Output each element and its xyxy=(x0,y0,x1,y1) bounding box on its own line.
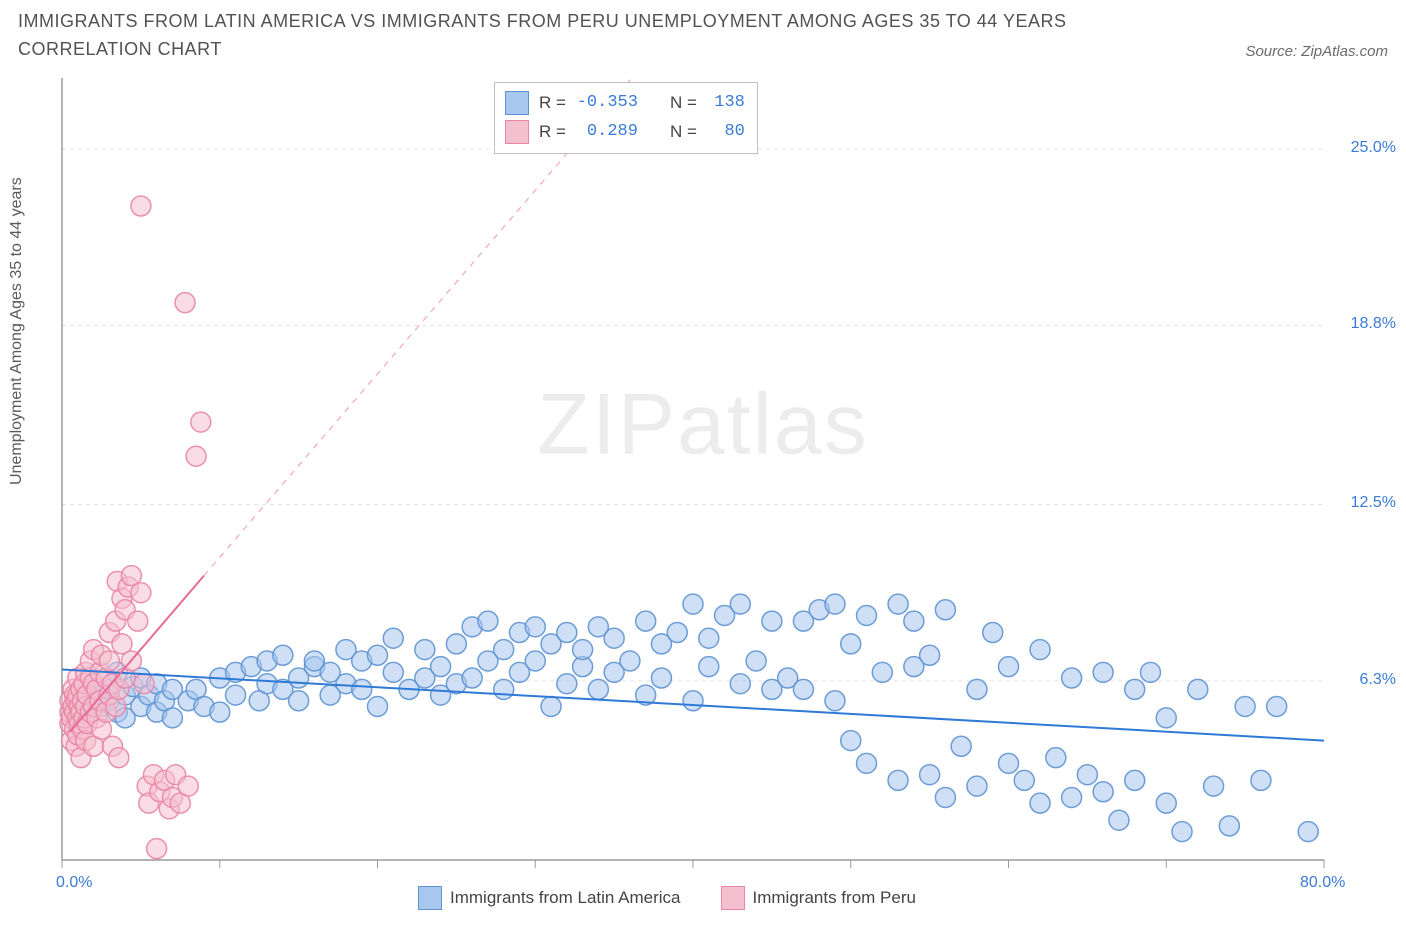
chart-area: Unemployment Among Ages 35 to 44 years Z… xyxy=(0,64,1406,924)
legend-item: Immigrants from Latin America xyxy=(418,886,681,910)
series-swatch xyxy=(505,120,529,144)
x-tick-label: 80.0% xyxy=(1300,874,1345,892)
series-legend: Immigrants from Latin America Immigrants … xyxy=(418,886,916,910)
stats-legend-box: R =-0.353N =138R =0.289N =80 xyxy=(494,82,758,154)
y-tick-label: 18.8% xyxy=(1336,315,1396,333)
series-swatch xyxy=(505,91,529,115)
y-tick-label: 6.3% xyxy=(1336,671,1396,689)
source-label: Source: ZipAtlas.com xyxy=(1245,43,1388,64)
y-tick-label: 12.5% xyxy=(1336,494,1396,512)
stats-row: R =-0.353N =138 xyxy=(505,89,745,118)
series-swatch xyxy=(721,886,745,910)
x-tick-label: 0.0% xyxy=(56,874,92,892)
stats-row: R =0.289N =80 xyxy=(505,118,745,147)
series-swatch xyxy=(418,886,442,910)
y-axis-title: Unemployment Among Ages 35 to 44 years xyxy=(8,177,26,485)
chart-title: IMMIGRANTS FROM LATIN AMERICA VS IMMIGRA… xyxy=(18,8,1118,64)
legend-label: Immigrants from Latin America xyxy=(450,888,681,908)
legend-label: Immigrants from Peru xyxy=(753,888,916,908)
legend-item: Immigrants from Peru xyxy=(721,886,916,910)
header-row: IMMIGRANTS FROM LATIN AMERICA VS IMMIGRA… xyxy=(0,0,1406,64)
y-tick-label: 25.0% xyxy=(1336,139,1396,157)
scatter-plot xyxy=(0,64,1406,924)
